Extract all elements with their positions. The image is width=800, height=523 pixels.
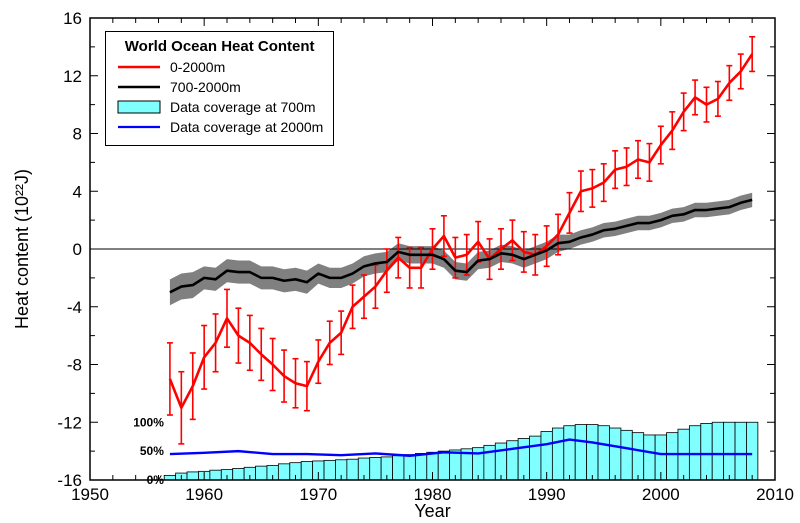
legend-swatch — [116, 59, 162, 75]
coverage-bar — [575, 425, 586, 480]
coverage-bar — [735, 422, 746, 480]
coverage-bar — [210, 470, 221, 480]
coverage-bar — [644, 435, 655, 480]
coverage-bar — [746, 422, 757, 480]
x-tick-label: 1990 — [528, 485, 566, 504]
coverage-bar — [609, 428, 620, 480]
coverage-bar — [256, 466, 267, 480]
coverage-pct-label: 50% — [140, 444, 164, 458]
coverage-bar — [507, 441, 518, 480]
y-tick-label: 0 — [73, 240, 82, 259]
coverage-bar — [632, 433, 643, 480]
legend-label: 700-2000m — [170, 79, 241, 95]
x-tick-label: 1960 — [185, 485, 223, 504]
legend-label: Data coverage at 700m — [170, 99, 316, 115]
coverage-bar — [415, 453, 426, 480]
x-tick-label: 2000 — [642, 485, 680, 504]
coverage-bar — [724, 422, 735, 480]
coverage-bar — [712, 422, 723, 480]
legend-swatch — [116, 119, 162, 135]
coverage-bar — [564, 426, 575, 480]
coverage-bar — [301, 462, 312, 480]
y-tick-label: -8 — [67, 356, 82, 375]
y-tick-label: -12 — [57, 413, 82, 432]
coverage-bar — [598, 426, 609, 480]
legend-item: 700-2000m — [116, 77, 323, 97]
y-tick-label: 4 — [73, 182, 82, 201]
coverage-bar — [518, 438, 529, 480]
coverage-bar — [530, 436, 541, 480]
y-tick-label: -16 — [57, 471, 82, 490]
coverage-bar — [587, 425, 598, 480]
legend-title: World Ocean Heat Content — [116, 38, 323, 55]
coverage-bar — [324, 460, 335, 480]
ocean-heat-chart: 0%50%100%1950196019701980199020002010-16… — [0, 0, 800, 523]
legend-item: Data coverage at 700m — [116, 97, 323, 117]
y-tick-label: -4 — [67, 298, 82, 317]
coverage-bar — [495, 443, 506, 480]
legend-label: 0-2000m — [170, 59, 225, 75]
legend-swatch — [116, 79, 162, 95]
legend: World Ocean Heat Content 0-2000m 700-2000… — [105, 31, 334, 146]
coverage-bar — [393, 456, 404, 480]
coverage-bar — [347, 459, 358, 480]
coverage-pct-label: 100% — [133, 415, 164, 429]
coverage-bar — [667, 433, 678, 480]
y-tick-label: 8 — [73, 125, 82, 144]
coverage-bar — [701, 423, 712, 480]
coverage-bar — [552, 428, 563, 480]
legend-item: Data coverage at 2000m — [116, 117, 323, 137]
coverage-bar — [187, 472, 198, 480]
x-axis-label: Year — [414, 501, 450, 521]
y-axis-label: Heat content (10²²J) — [12, 169, 32, 329]
x-tick-label: 2010 — [756, 485, 794, 504]
coverage-bar — [278, 464, 289, 480]
x-tick-label: 1970 — [299, 485, 337, 504]
legend-item: 0-2000m — [116, 57, 323, 77]
y-tick-label: 12 — [63, 67, 82, 86]
coverage-bar — [621, 430, 632, 480]
coverage-bar — [370, 457, 381, 480]
coverage-bar — [438, 451, 449, 480]
coverage-bar — [233, 468, 244, 480]
legend-swatch — [116, 99, 162, 115]
y-tick-label: 16 — [63, 9, 82, 28]
legend-label: Data coverage at 2000m — [170, 119, 323, 135]
